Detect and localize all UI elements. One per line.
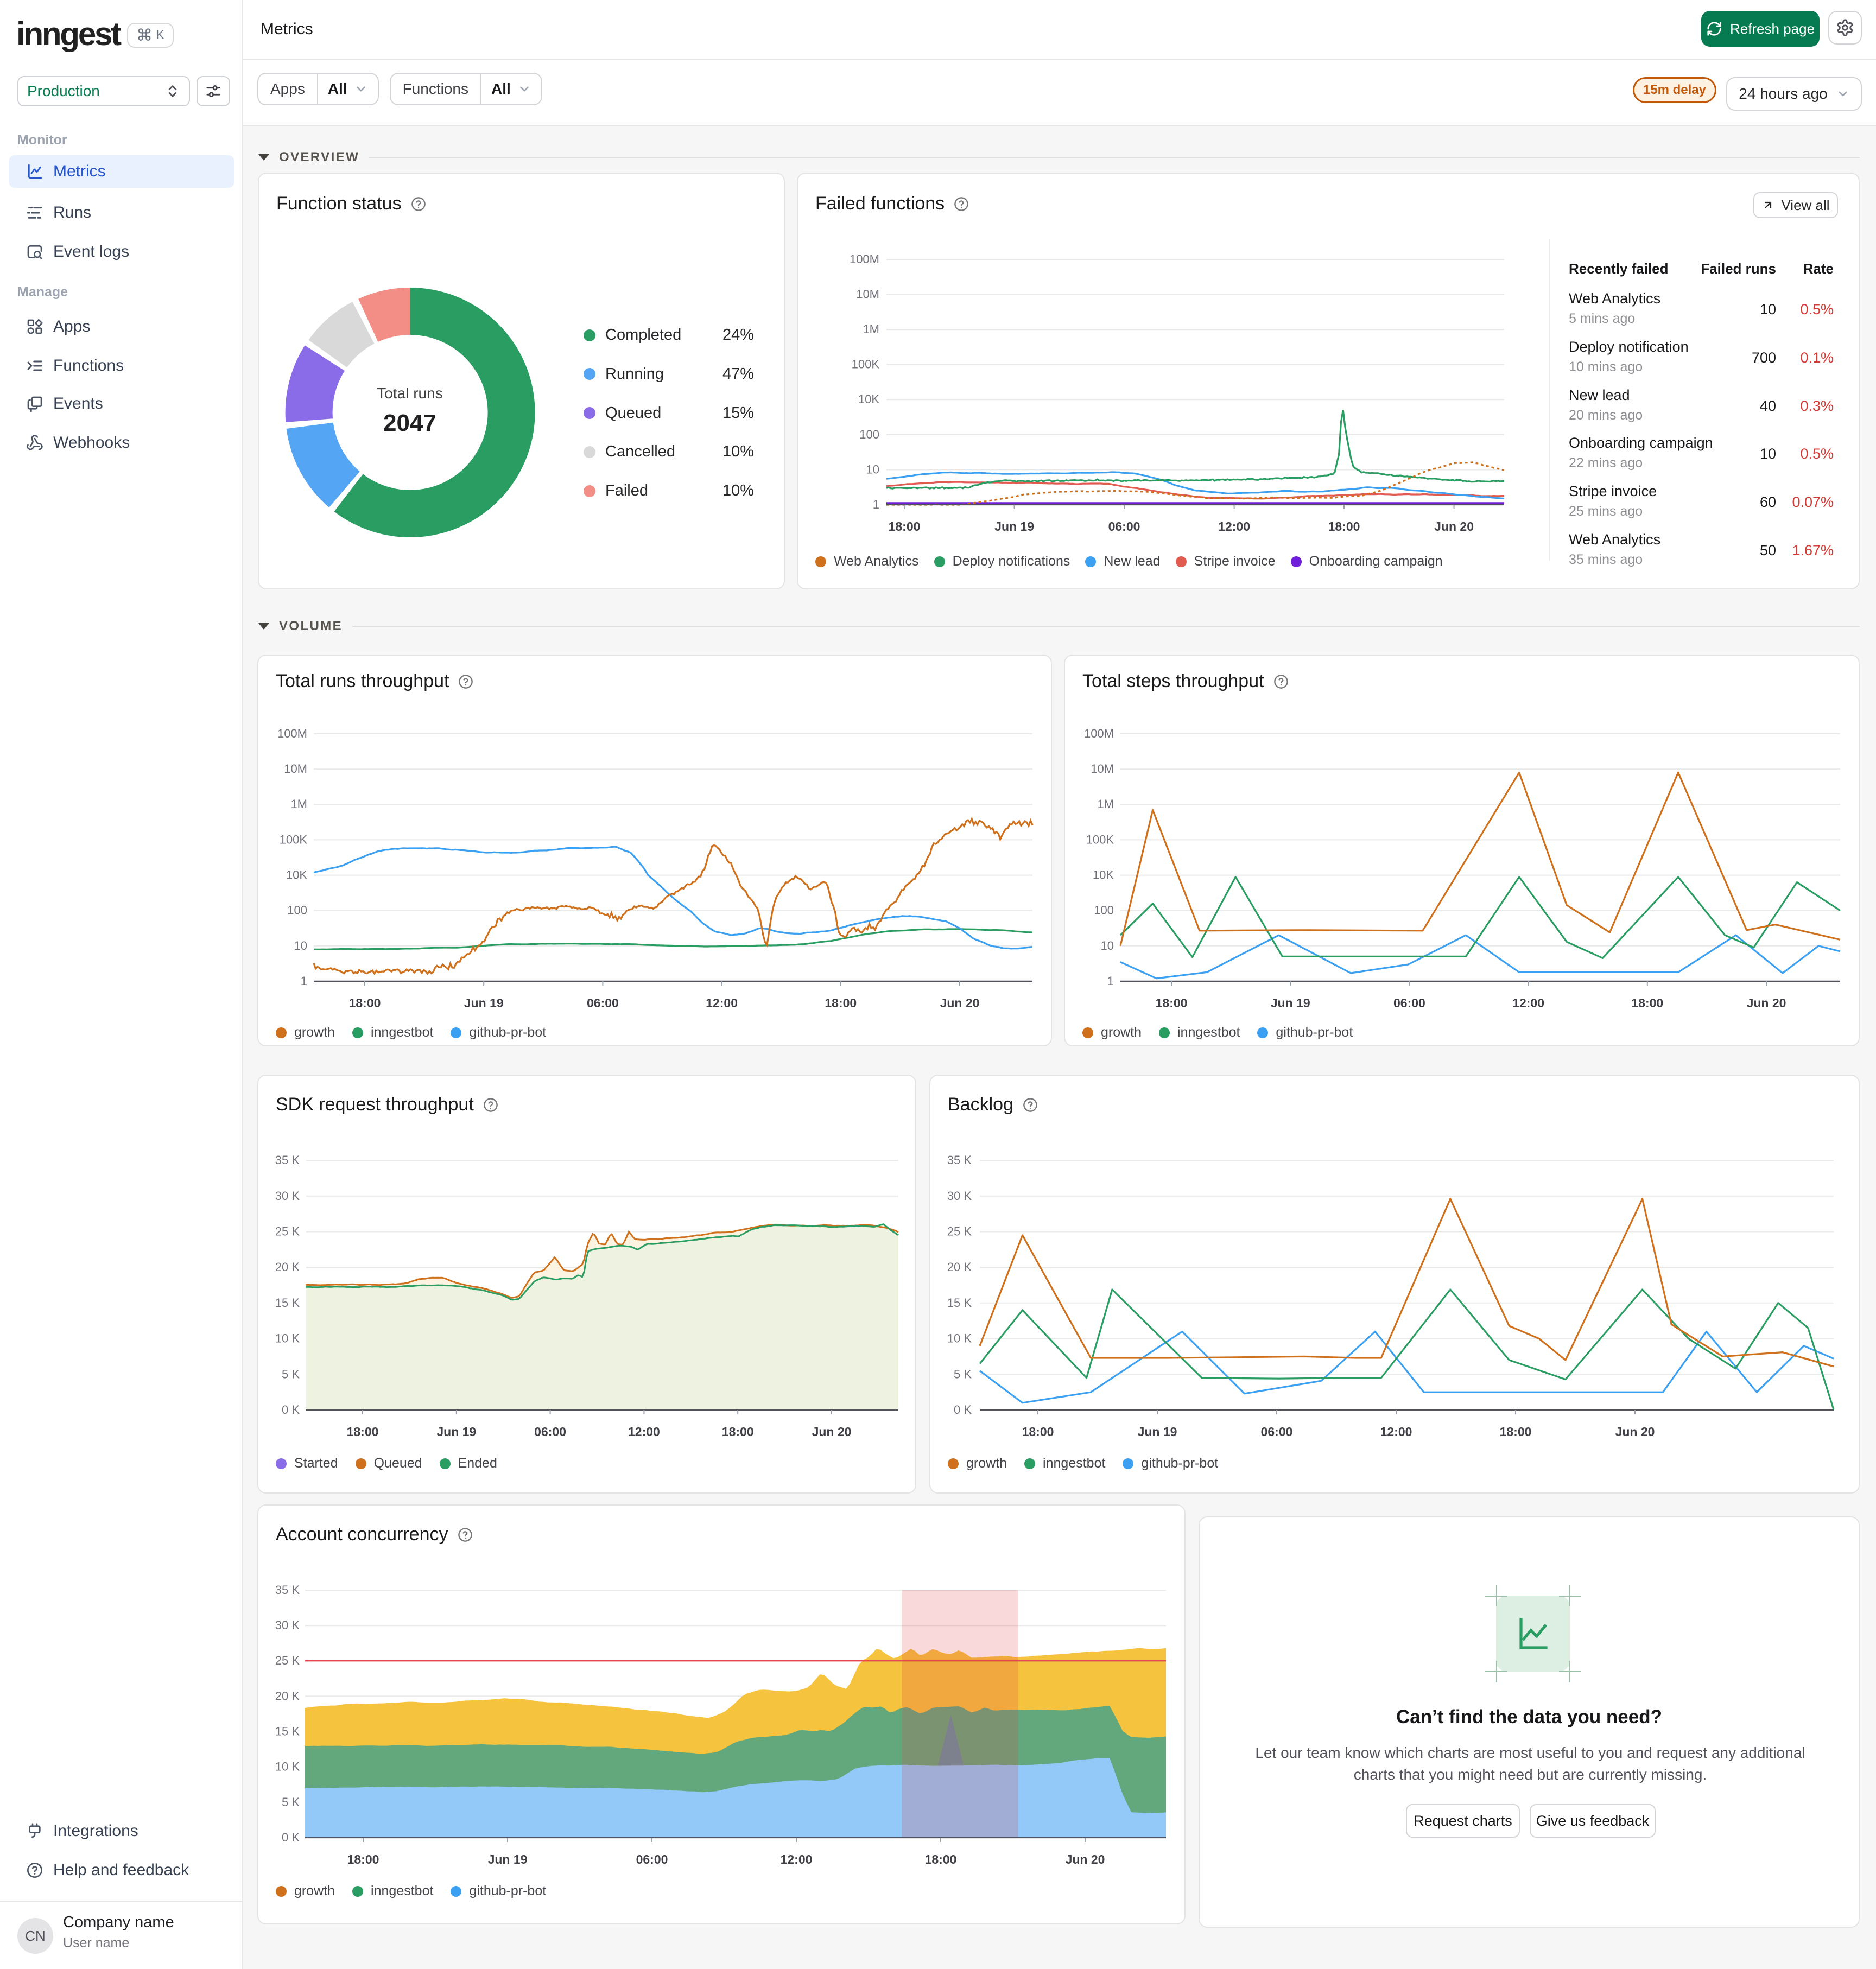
svg-text:Jun 20: Jun 20 bbox=[1747, 996, 1786, 1010]
svg-text:10 K: 10 K bbox=[275, 1332, 300, 1345]
svg-text:25 K: 25 K bbox=[275, 1224, 300, 1238]
svg-text:18:00: 18:00 bbox=[347, 1852, 379, 1866]
svg-text:Jun 19: Jun 19 bbox=[1271, 996, 1310, 1010]
svg-text:10M: 10M bbox=[856, 288, 879, 301]
svg-text:0 K: 0 K bbox=[954, 1403, 972, 1417]
svg-text:12:00: 12:00 bbox=[706, 996, 738, 1010]
svg-text:06:00: 06:00 bbox=[636, 1852, 668, 1866]
svg-text:100: 100 bbox=[287, 904, 307, 917]
svg-text:Total runs: Total runs bbox=[377, 385, 442, 402]
svg-text:18:00: 18:00 bbox=[349, 996, 381, 1010]
svg-text:1M: 1M bbox=[290, 797, 307, 811]
svg-text:20 K: 20 K bbox=[275, 1689, 300, 1703]
svg-text:1: 1 bbox=[873, 498, 879, 511]
svg-text:18:00: 18:00 bbox=[1631, 996, 1663, 1010]
svg-text:Jun 19: Jun 19 bbox=[464, 996, 504, 1010]
svg-text:06:00: 06:00 bbox=[1108, 519, 1140, 533]
svg-text:100M: 100M bbox=[277, 727, 307, 740]
svg-text:0 K: 0 K bbox=[282, 1403, 300, 1417]
svg-text:100K: 100K bbox=[852, 358, 880, 371]
svg-text:25 K: 25 K bbox=[275, 1654, 300, 1667]
svg-text:18:00: 18:00 bbox=[925, 1852, 957, 1866]
svg-text:5 K: 5 K bbox=[282, 1795, 300, 1809]
svg-text:Jun 19: Jun 19 bbox=[1138, 1425, 1177, 1439]
svg-text:10M: 10M bbox=[1091, 762, 1114, 776]
svg-text:25 K: 25 K bbox=[947, 1224, 972, 1238]
svg-text:30 K: 30 K bbox=[947, 1189, 972, 1203]
svg-text:18:00: 18:00 bbox=[1022, 1425, 1054, 1439]
svg-text:10K: 10K bbox=[286, 868, 307, 882]
svg-text:10M: 10M bbox=[284, 762, 307, 776]
svg-text:Jun 20: Jun 20 bbox=[940, 996, 980, 1010]
svg-text:Jun 19: Jun 19 bbox=[436, 1425, 476, 1439]
svg-text:15 K: 15 K bbox=[275, 1725, 300, 1738]
svg-text:100M: 100M bbox=[850, 252, 879, 266]
svg-text:18:00: 18:00 bbox=[889, 519, 921, 533]
svg-text:06:00: 06:00 bbox=[1393, 996, 1425, 1010]
svg-text:Jun 19: Jun 19 bbox=[994, 519, 1034, 533]
svg-text:18:00: 18:00 bbox=[1328, 519, 1360, 533]
svg-text:10: 10 bbox=[866, 462, 879, 476]
svg-text:18:00: 18:00 bbox=[347, 1425, 379, 1439]
svg-text:12:00: 12:00 bbox=[628, 1425, 660, 1439]
svg-text:100K: 100K bbox=[280, 833, 308, 846]
svg-text:1M: 1M bbox=[863, 322, 879, 336]
svg-text:1: 1 bbox=[1107, 974, 1114, 988]
svg-text:5 K: 5 K bbox=[282, 1367, 300, 1381]
svg-text:18:00: 18:00 bbox=[825, 996, 857, 1010]
svg-text:Jun 20: Jun 20 bbox=[812, 1425, 852, 1439]
svg-text:10: 10 bbox=[1101, 939, 1114, 952]
svg-text:30 K: 30 K bbox=[275, 1189, 300, 1203]
svg-text:Jun 20: Jun 20 bbox=[1066, 1852, 1105, 1866]
svg-text:0 K: 0 K bbox=[282, 1831, 300, 1844]
svg-text:35 K: 35 K bbox=[275, 1153, 300, 1167]
svg-text:20 K: 20 K bbox=[947, 1260, 972, 1274]
svg-text:Jun 20: Jun 20 bbox=[1615, 1425, 1655, 1439]
svg-text:15 K: 15 K bbox=[947, 1296, 972, 1310]
svg-text:100: 100 bbox=[859, 428, 879, 441]
svg-text:06:00: 06:00 bbox=[1261, 1425, 1293, 1439]
svg-text:10K: 10K bbox=[1093, 868, 1114, 882]
svg-text:06:00: 06:00 bbox=[534, 1425, 566, 1439]
svg-text:20 K: 20 K bbox=[275, 1260, 300, 1274]
svg-text:10 K: 10 K bbox=[275, 1760, 300, 1774]
svg-text:100K: 100K bbox=[1086, 833, 1114, 846]
svg-text:12:00: 12:00 bbox=[1380, 1425, 1412, 1439]
svg-text:12:00: 12:00 bbox=[1218, 519, 1250, 533]
svg-text:5 K: 5 K bbox=[954, 1367, 972, 1381]
svg-text:10: 10 bbox=[294, 939, 307, 952]
svg-text:1: 1 bbox=[301, 974, 307, 988]
svg-text:Jun 19: Jun 19 bbox=[488, 1852, 528, 1866]
svg-text:10K: 10K bbox=[858, 392, 879, 406]
svg-text:18:00: 18:00 bbox=[722, 1425, 754, 1439]
svg-text:30 K: 30 K bbox=[275, 1618, 300, 1632]
svg-text:35 K: 35 K bbox=[275, 1583, 300, 1597]
svg-text:18:00: 18:00 bbox=[1500, 1425, 1532, 1439]
svg-text:1M: 1M bbox=[1097, 797, 1114, 811]
svg-text:10 K: 10 K bbox=[947, 1332, 972, 1345]
svg-text:18:00: 18:00 bbox=[1156, 996, 1188, 1010]
svg-text:12:00: 12:00 bbox=[1512, 996, 1544, 1010]
svg-text:100M: 100M bbox=[1084, 727, 1114, 740]
svg-text:100: 100 bbox=[1094, 904, 1114, 917]
svg-text:35 K: 35 K bbox=[947, 1153, 972, 1167]
svg-text:15 K: 15 K bbox=[275, 1296, 300, 1310]
svg-text:06:00: 06:00 bbox=[587, 996, 619, 1010]
svg-text:2047: 2047 bbox=[383, 410, 436, 436]
svg-text:12:00: 12:00 bbox=[781, 1852, 813, 1866]
svg-text:Jun 20: Jun 20 bbox=[1434, 519, 1474, 533]
